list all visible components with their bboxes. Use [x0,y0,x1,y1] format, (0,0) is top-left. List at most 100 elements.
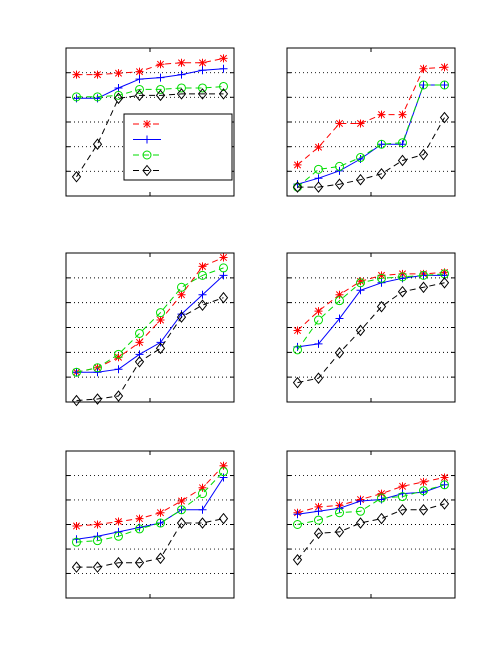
data-point [177,58,186,67]
data-point [135,75,144,84]
data-point [219,64,228,73]
data-point [93,520,102,529]
data-point [440,80,449,90]
data-point [156,73,165,82]
data-point [440,480,449,490]
data-point [439,498,450,510]
data-point [198,505,207,514]
data-point [197,517,208,529]
data-point [398,269,407,278]
data-point [93,92,102,102]
legend-marker [143,120,151,128]
data-point [440,473,449,482]
data-point [356,277,365,286]
data-point [356,286,365,295]
data-point [134,89,145,102]
data-point [198,66,207,75]
series-1 [293,268,449,335]
data-point [135,84,144,94]
data-point [355,324,366,337]
data-point [419,270,428,280]
data-point [219,461,228,470]
data-point [334,526,345,538]
series-line [297,484,445,525]
data-point [156,518,165,528]
data-point [293,510,302,519]
series-line [297,84,445,188]
series-4 [292,111,450,193]
data-point [314,307,323,316]
data-point [114,517,123,526]
data-point [440,63,449,72]
series-1 [293,63,449,169]
series-line [76,471,224,543]
data-point [377,139,386,149]
data-point [440,81,449,89]
data-point [156,338,165,347]
data-point [72,537,81,547]
data-point [72,367,81,377]
data-point [135,514,144,523]
data-point [376,167,387,180]
data-point [356,278,365,288]
data-point [356,506,365,516]
data-point [219,467,228,477]
data-point [218,291,229,304]
data-point [219,81,228,91]
data-point [114,83,123,92]
data-point [313,372,324,384]
data-point [134,556,145,569]
data-point [292,553,303,566]
data-point [418,503,429,516]
data-point [377,140,386,149]
series-2 [72,271,228,377]
series-line [297,503,445,561]
data-point [398,492,407,502]
data-point [334,347,345,359]
data-point [198,262,207,271]
data-point [397,285,408,298]
data-point [314,502,323,511]
series-line [297,282,445,384]
legend-marker [142,150,152,160]
data-point [198,483,207,492]
data-point [418,281,429,294]
data-point [419,477,428,486]
data-point [377,110,386,119]
series-line [76,267,224,373]
data-point [219,271,228,280]
data-point [135,67,144,76]
data-point [419,80,428,90]
data-point [113,92,124,105]
data-point [334,178,345,190]
legend-box [123,113,233,181]
data-point [335,296,344,306]
data-point [134,355,145,368]
data-point [419,486,428,496]
data-point [335,508,344,518]
data-point [156,508,165,517]
data-point [114,353,123,362]
data-point [376,512,387,525]
data-point [176,88,187,100]
data-point [135,338,144,347]
data-point [72,70,81,79]
data-point [377,273,386,283]
series-line [297,84,445,185]
data-point [314,174,323,183]
data-point [377,271,386,280]
data-point [114,365,123,374]
data-point [135,524,144,534]
series-2 [72,473,228,544]
data-point [356,153,365,163]
series-3 [293,480,449,529]
data-point [177,83,186,93]
data-point [355,173,366,186]
legend-marker [142,164,152,177]
data-point [377,493,386,503]
data-point [219,263,228,273]
data-point [155,552,166,565]
data-point [218,512,229,525]
data-point [177,70,186,79]
